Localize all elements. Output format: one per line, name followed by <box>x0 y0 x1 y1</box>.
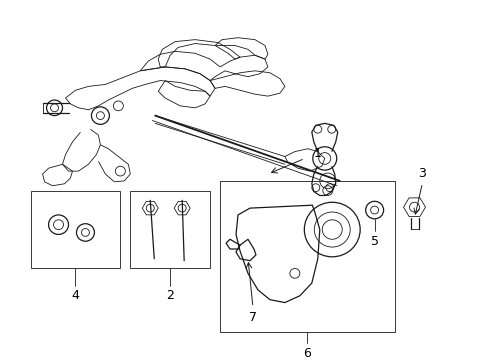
Text: 6: 6 <box>303 347 311 360</box>
Text: 1: 1 <box>313 147 321 160</box>
Text: 3: 3 <box>418 167 426 180</box>
Text: 5: 5 <box>370 235 378 248</box>
Text: 2: 2 <box>166 289 174 302</box>
Text: 7: 7 <box>248 311 257 324</box>
Text: 4: 4 <box>71 289 79 302</box>
